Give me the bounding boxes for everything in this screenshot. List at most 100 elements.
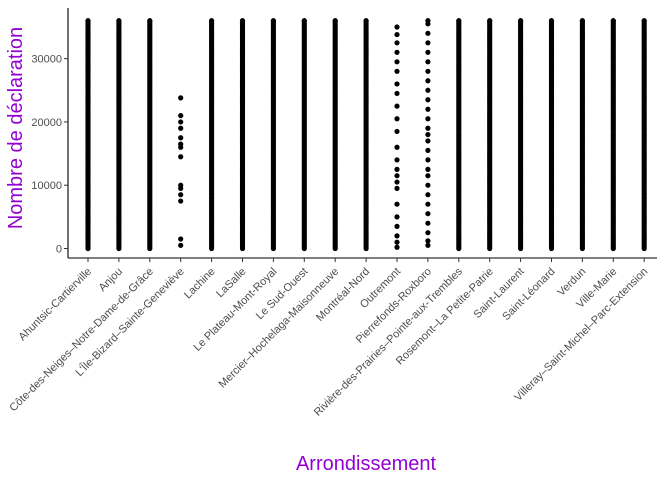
data-point (394, 179, 400, 185)
series-points-category-13-rosemont-la-petite-patrie (487, 18, 493, 252)
data-point (518, 18, 524, 24)
data-point (394, 223, 400, 229)
series-points-category-16-verdun (579, 18, 586, 252)
data-point (425, 157, 431, 163)
x-tick-label: Anjou (97, 266, 125, 294)
data-point (394, 49, 400, 55)
data-point (178, 236, 184, 242)
data-point (178, 112, 184, 119)
data-point (425, 40, 431, 46)
data-point (425, 97, 431, 103)
data-point (363, 18, 369, 24)
series-points-category-1-anjou (116, 18, 122, 252)
data-point (425, 87, 431, 93)
data-point (270, 18, 276, 24)
data-point (394, 40, 400, 46)
data-point (425, 68, 431, 74)
data-point (394, 201, 400, 207)
series-points-category-2-cote-des-neiges-notre-dame-de-grace (147, 18, 153, 252)
series-points-category-10-outremont (394, 24, 400, 250)
series-points-category-14-saint-laurent (518, 18, 524, 252)
data-point (425, 201, 431, 207)
x-axis: Ahuntsic-Cartierville AnjouCôte-des-Neige… (7, 257, 657, 419)
data-point (425, 138, 431, 144)
data-point (178, 125, 184, 131)
data-point (425, 166, 431, 172)
data-point (178, 135, 184, 141)
data-point (178, 198, 184, 204)
series-points-category-6-le-plateau-mont-royal (270, 18, 276, 252)
data-point (394, 128, 400, 135)
data-point (394, 81, 400, 87)
data-point (425, 182, 431, 188)
series-points-category-17-ville-marie (610, 18, 616, 252)
data-point (178, 141, 184, 147)
data-point (239, 18, 246, 24)
data-point (425, 131, 431, 138)
data-point (178, 95, 184, 101)
series-points-category-15-saint-leonard (548, 18, 555, 252)
data-point (394, 24, 400, 30)
data-point (394, 244, 400, 250)
series-points-category-12-riviere-des-prairies-pointe-aux-trembles (456, 18, 462, 252)
y-tick-label: 20000 (31, 117, 62, 129)
data-point (579, 18, 586, 24)
series-points-category-5-lasalle (239, 18, 246, 252)
data-point (425, 18, 431, 24)
data-point (425, 173, 431, 179)
data-point (425, 220, 431, 226)
data-point (425, 106, 431, 112)
series-points-category-0-ahuntsic-cartierville (85, 18, 91, 252)
data-point (178, 242, 184, 248)
data-point (425, 242, 431, 248)
data-point (394, 239, 400, 245)
data-point (394, 90, 400, 97)
data-point (394, 103, 400, 109)
data-point (425, 125, 431, 131)
data-point (425, 49, 431, 55)
series-points-category-4-lachine (209, 18, 215, 252)
data-point (147, 18, 153, 24)
y-tick-label: 30000 (31, 54, 62, 66)
data-point (394, 31, 400, 38)
data-point (394, 166, 400, 172)
data-point (487, 18, 493, 24)
data-point (456, 18, 462, 24)
data-point (548, 18, 555, 24)
data-point (641, 18, 647, 24)
y-axis-title: Nombre de déclaration (5, 27, 27, 229)
data-point (394, 144, 400, 150)
series-points-category-9-montreal-nord (363, 18, 369, 252)
points-layer (85, 18, 647, 252)
data-point (85, 18, 91, 24)
y-axis: 0 10000 20000 30000 (31, 8, 69, 258)
data-point (394, 173, 400, 179)
series-points-category-11-pierrefonds-roxboro (425, 18, 431, 248)
data-point (425, 192, 431, 198)
data-point (425, 238, 431, 244)
data-point (394, 59, 400, 65)
data-point (425, 78, 431, 84)
x-tick-label: Côte-des-Neiges–Notre-Dame-de-Grâce (7, 266, 156, 415)
series-points-category-7-le-sud-ouest (301, 18, 307, 252)
data-point (116, 18, 122, 24)
data-point (301, 18, 307, 24)
data-point (394, 157, 400, 163)
data-point (425, 147, 431, 154)
data-point (394, 185, 400, 191)
data-point (425, 230, 431, 236)
data-point (425, 116, 431, 122)
data-point (425, 59, 431, 65)
series-points-category-18-villeray-saint-michel-parc-extension (641, 18, 647, 252)
data-point (425, 30, 431, 36)
y-tick-label: 0 (56, 244, 62, 256)
data-point (394, 233, 400, 239)
data-point (394, 116, 400, 122)
data-point (178, 182, 184, 188)
x-tick-label: Lachine (182, 266, 218, 302)
data-point (178, 154, 184, 160)
series-points-category-3-l-ile-bizard-sainte-genevieve (178, 95, 184, 248)
data-point (394, 68, 400, 74)
series-points-category-8-mercier-hochelaga-maisonneuve (332, 18, 338, 252)
